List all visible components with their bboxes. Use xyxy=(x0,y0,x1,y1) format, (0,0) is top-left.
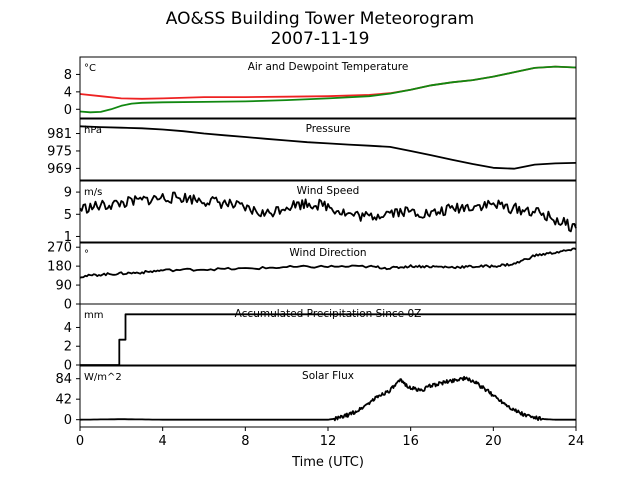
panel-title: Wind Speed xyxy=(297,185,360,197)
y-tick-label: 5 xyxy=(64,208,72,223)
figure-subtitle: 2007-11-19 xyxy=(271,29,370,49)
y-tick-label: 4 xyxy=(64,321,72,336)
y-tick-label: 4 xyxy=(64,85,72,100)
panel-3: 0 90 180 270 ° Wind Direction xyxy=(47,241,577,313)
y-tick-label: 0 xyxy=(64,298,72,313)
series-line-0-1 xyxy=(79,65,577,114)
y-tick-label: 0 xyxy=(64,413,72,428)
x-tick-label: 0 xyxy=(76,434,84,449)
panel-frame xyxy=(79,118,577,181)
panel-title: Wind Direction xyxy=(289,247,366,259)
y-tick-label: 9 xyxy=(64,186,72,201)
y-tick-label: 0 xyxy=(64,359,72,374)
panel-2: 1 5 9 m/s Wind Speed xyxy=(64,180,577,245)
panel-title: Solar Flux xyxy=(302,370,354,382)
y-tick-label: 90 xyxy=(55,279,72,294)
panel-frame xyxy=(79,180,577,243)
y-tick-label: 2 xyxy=(64,340,72,355)
panel-1: 969 975 981 hPa Pressure xyxy=(47,118,577,181)
panel-unit-label: °C xyxy=(84,63,96,74)
series-line-3-0 xyxy=(79,247,577,279)
y-tick-label: 975 xyxy=(47,144,72,159)
y-tick-label: 180 xyxy=(47,260,72,275)
x-axis: 0 4 8 12 16 20 24 xyxy=(76,427,584,449)
panel-0: 0 4 8 °C Air and Dewpoint Temperature xyxy=(64,56,577,119)
x-tick-label: 4 xyxy=(159,434,167,449)
y-tick-label: 1 xyxy=(64,230,72,245)
series-line-2-0 xyxy=(79,191,577,233)
x-tick-label: 16 xyxy=(402,434,419,449)
panel-5: 0 42 84 W/m^2 Solar Flux xyxy=(55,365,577,428)
panel-unit-label: W/m^2 xyxy=(84,372,122,383)
series-line-4-0 xyxy=(80,313,576,366)
y-tick-label: 84 xyxy=(55,372,72,387)
x-tick-label: 8 xyxy=(241,434,249,449)
x-tick-label: 24 xyxy=(568,434,585,449)
y-tick-label: 270 xyxy=(47,241,72,256)
series-line-5-0 xyxy=(79,375,576,422)
y-tick-label: 42 xyxy=(55,393,72,408)
panel-unit-label: m/s xyxy=(84,187,102,198)
panel-frame xyxy=(79,56,577,119)
figure-title: AO&SS Building Tower Meteorogram xyxy=(166,9,474,29)
x-tick-label: 12 xyxy=(320,434,337,449)
panel-title: Accumulated Precipitation Since 0Z xyxy=(235,308,422,320)
y-tick-label: 981 xyxy=(47,127,72,142)
panel-4: 0 2 4 mm Accumulated Precipitation Since 0Z xyxy=(64,303,577,374)
y-tick-label: 0 xyxy=(64,103,72,118)
series-line-1-0 xyxy=(79,125,577,170)
panel-title: Pressure xyxy=(306,123,351,135)
y-tick-label: 969 xyxy=(47,162,72,177)
x-tick-label: 20 xyxy=(485,434,502,449)
panel-frame xyxy=(79,303,577,366)
panels-group: 048 °C Air and Dewpoint Temperature9699759… xyxy=(47,56,577,428)
panel-unit-label: hPa xyxy=(84,125,102,136)
panel-title: Air and Dewpoint Temperature xyxy=(248,61,409,73)
x-axis-label: Time (UTC) xyxy=(291,455,364,470)
panel-unit-label: ° xyxy=(84,249,89,260)
y-tick-label: 8 xyxy=(64,68,72,83)
panel-unit-label: mm xyxy=(84,310,103,321)
